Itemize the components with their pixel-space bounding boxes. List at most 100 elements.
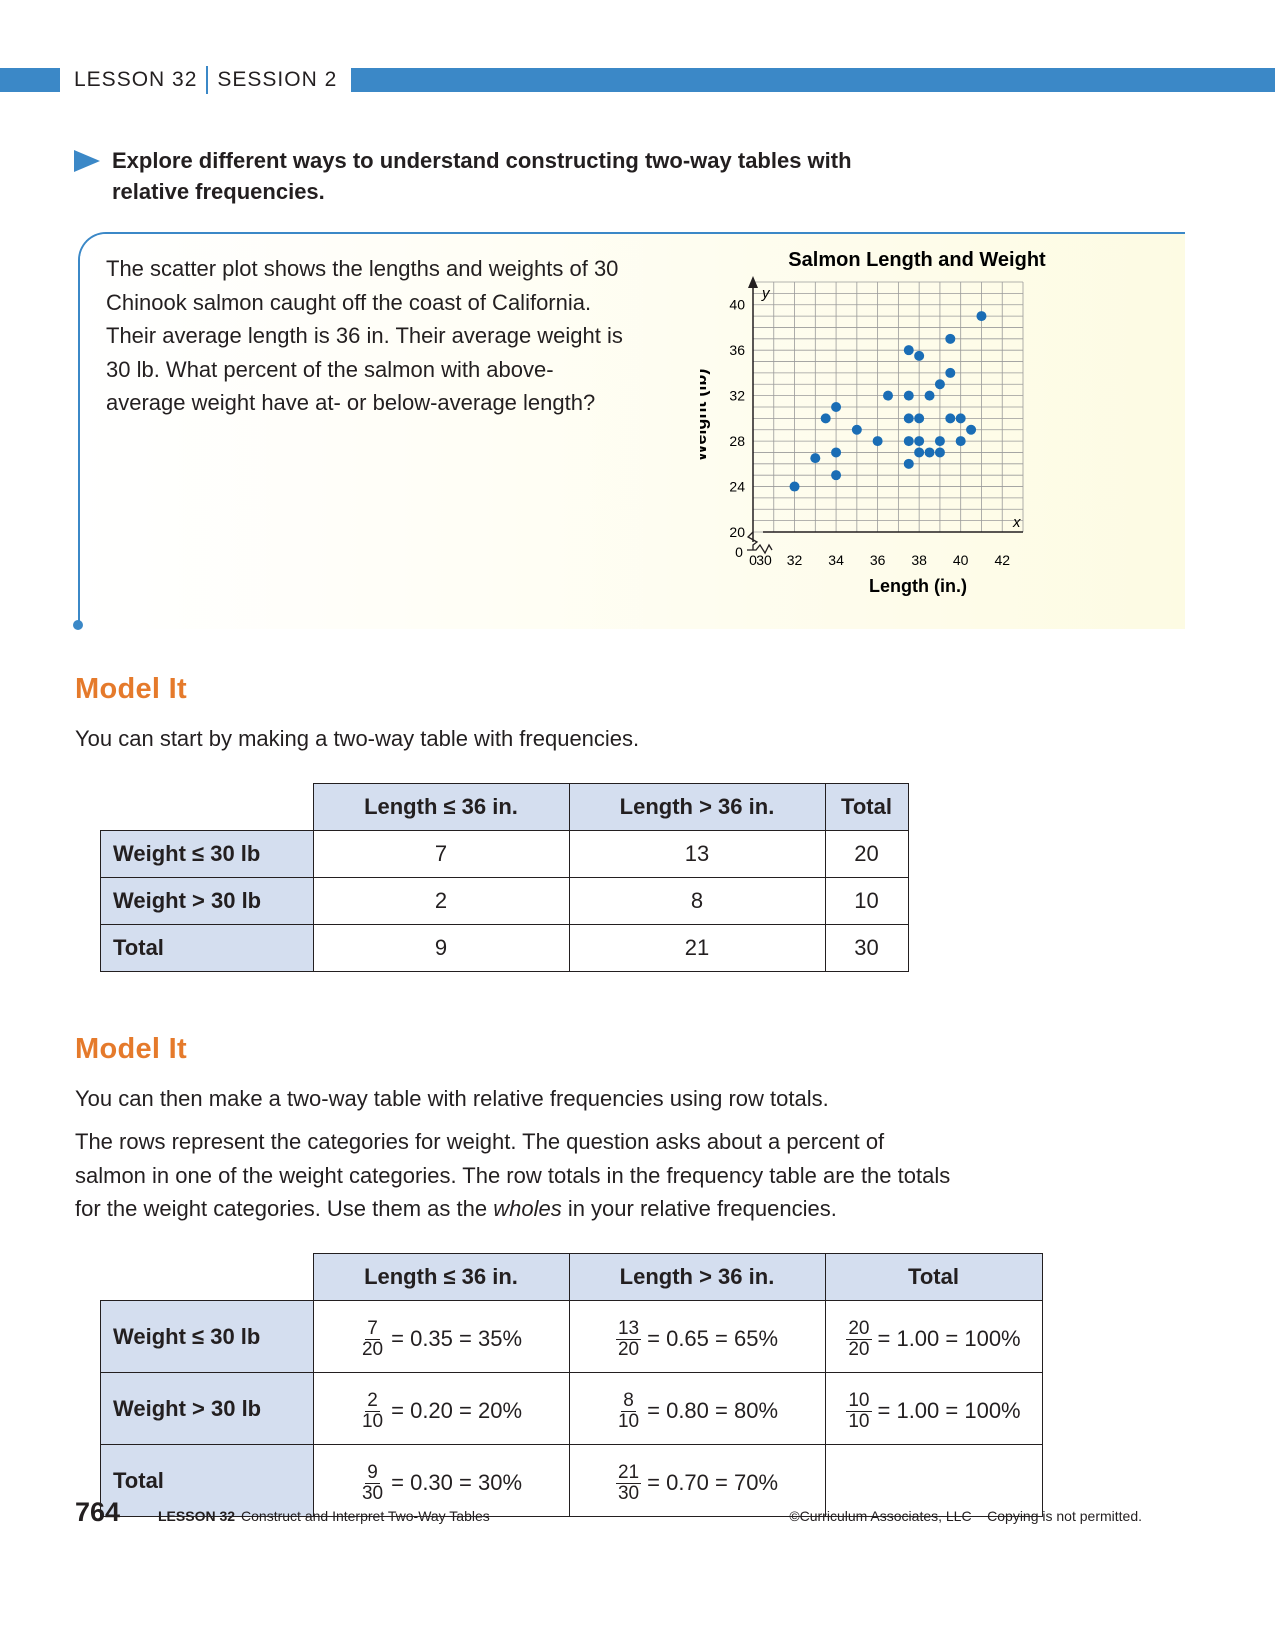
row-header: Total bbox=[100, 1444, 314, 1517]
scatter-point bbox=[914, 350, 925, 361]
scatter-point bbox=[945, 333, 956, 344]
x-origin-label: 0 bbox=[749, 552, 757, 568]
table-cell: 10 10 = 1.00 = 100% bbox=[824, 1372, 1043, 1445]
x-tick-label: 32 bbox=[787, 552, 803, 568]
scatter-point bbox=[903, 436, 914, 447]
y-tick-label: 20 bbox=[729, 524, 745, 540]
problem-box bbox=[78, 232, 1185, 629]
x-tick-label: 36 bbox=[870, 552, 886, 568]
table-cell: 30 bbox=[824, 924, 909, 972]
row-header: Weight > 30 lb bbox=[100, 1372, 314, 1445]
y-axis-label: Weight (lb) bbox=[700, 369, 710, 462]
scatter-point bbox=[914, 413, 925, 424]
col-header-length-gt: Length > 36 in. bbox=[568, 1253, 826, 1301]
scatter-point bbox=[955, 436, 966, 447]
table-cell: 9 bbox=[312, 924, 570, 972]
problem-text: The scatter plot shows the lengths and w… bbox=[106, 256, 623, 415]
lesson-session-label: LESSON 32 SESSION 2 bbox=[60, 66, 352, 94]
table-cell: 2 bbox=[312, 877, 570, 925]
col-header-length-le: Length ≤ 36 in. bbox=[312, 783, 570, 831]
scatter-point bbox=[914, 436, 925, 447]
chart-grid bbox=[752, 281, 1024, 533]
scatter-point bbox=[966, 424, 977, 435]
scatter-point bbox=[976, 311, 987, 322]
scatter-point bbox=[789, 481, 800, 492]
wholes-emphasis: wholes bbox=[493, 1196, 562, 1221]
footer-copyright: ©Curriculum Associates, LLC Copying is n… bbox=[789, 1508, 1142, 1524]
x-tick-label: 38 bbox=[911, 552, 927, 568]
scatter-point bbox=[945, 367, 956, 378]
y-tick-label: 36 bbox=[729, 342, 745, 358]
y-axis-arrow bbox=[748, 276, 758, 288]
lesson-label: LESSON 32 bbox=[74, 68, 198, 91]
y-tick-label: 32 bbox=[729, 388, 745, 404]
table-cell: 21 30 = 0.70 = 70% bbox=[568, 1444, 826, 1517]
scatter-point bbox=[851, 424, 862, 435]
relative-frequency-table: Length ≤ 36 in. Length > 36 in. Total We… bbox=[100, 1253, 1043, 1517]
col-header-length-gt: Length > 36 in. bbox=[568, 783, 826, 831]
col-header-length-le: Length ≤ 36 in. bbox=[312, 1253, 570, 1301]
scatter-point bbox=[883, 390, 893, 401]
intro-text: Explore different ways to understand con… bbox=[112, 148, 852, 204]
col-header-total: Total bbox=[824, 1253, 1043, 1301]
scatter-point bbox=[872, 436, 883, 447]
chart-axes: yx bbox=[746, 276, 1023, 555]
scatter-point bbox=[924, 447, 935, 458]
table-cell: 8 10 = 0.80 = 80% bbox=[568, 1372, 826, 1445]
header-bar-left bbox=[0, 68, 60, 92]
table-cell: 21 bbox=[568, 924, 826, 972]
session-label: SESSION 2 bbox=[217, 68, 338, 91]
scatter-point bbox=[903, 413, 914, 424]
scatter-point bbox=[831, 447, 842, 458]
scatter-point bbox=[955, 413, 966, 424]
y-origin-label: 0 bbox=[735, 544, 743, 560]
x-axis-letter: x bbox=[1012, 514, 1021, 531]
col-header-total: Total bbox=[824, 783, 909, 831]
table-cell: 7 20 = 0.35 = 35% bbox=[312, 1300, 570, 1373]
x-axis-break bbox=[747, 543, 773, 555]
x-tick-label: 42 bbox=[994, 552, 1010, 568]
y-axis-letter: y bbox=[761, 285, 771, 302]
table-cell: 8 bbox=[568, 877, 826, 925]
model-it-heading-2: Model It bbox=[75, 1033, 187, 1065]
scatter-point bbox=[934, 447, 945, 458]
table-cell: 13 bbox=[568, 830, 826, 878]
page-number: 764 bbox=[75, 1497, 121, 1527]
table-cell: 13 20 = 0.65 = 65% bbox=[568, 1300, 826, 1373]
scatter-point bbox=[934, 436, 945, 447]
x-tick-label: 40 bbox=[953, 552, 969, 568]
y-tick-label: 24 bbox=[729, 479, 745, 495]
scatter-point bbox=[810, 453, 821, 464]
header-divider bbox=[206, 66, 209, 94]
y-tick-label: 40 bbox=[729, 297, 745, 313]
frequency-table: Length ≤ 36 in. Length > 36 in. Total We… bbox=[100, 783, 909, 972]
chart-points bbox=[789, 311, 987, 492]
x-tick-label: 34 bbox=[828, 552, 844, 568]
scatter-point bbox=[934, 379, 945, 390]
table-cell: 20 bbox=[824, 830, 909, 878]
scatter-point bbox=[924, 390, 935, 401]
header-bar-right bbox=[330, 68, 1275, 92]
row-header: Total bbox=[100, 924, 314, 972]
arrow-right-icon bbox=[74, 150, 100, 172]
problem-box-dot bbox=[73, 620, 83, 630]
scatter-point bbox=[820, 413, 831, 424]
model-it-heading-1: Model It bbox=[75, 673, 187, 705]
scatter-point bbox=[831, 402, 842, 412]
scatter-chart: Salmon Length and Weight yx 202428323640… bbox=[700, 250, 1046, 596]
y-tick-label: 28 bbox=[729, 433, 745, 449]
table-cell: 10 bbox=[824, 877, 909, 925]
scatter-point bbox=[945, 413, 956, 424]
scatter-point bbox=[903, 345, 914, 356]
table-cell: 9 30 = 0.30 = 30% bbox=[312, 1444, 570, 1517]
row-header: Weight > 30 lb bbox=[100, 877, 314, 925]
model-it-text-2: You can then make a two-way table with r… bbox=[75, 1086, 829, 1111]
model-it-text-3: The rows represent the categories for we… bbox=[75, 1129, 951, 1221]
scatter-point bbox=[831, 470, 842, 481]
scatter-point bbox=[914, 447, 925, 458]
table-cell-empty bbox=[824, 1444, 1043, 1517]
table-cell: 7 bbox=[312, 830, 570, 878]
scatter-point bbox=[903, 390, 914, 401]
y-axis-break bbox=[746, 531, 759, 550]
